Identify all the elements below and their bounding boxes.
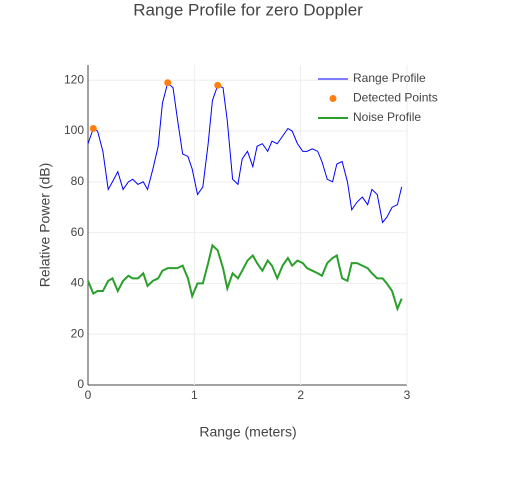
data-point xyxy=(89,124,97,132)
y-tick-label: 80 xyxy=(71,174,85,188)
y-axis-title: Relative Power (dB) xyxy=(37,163,53,288)
data-point xyxy=(164,79,172,87)
data-point xyxy=(214,81,222,89)
x-tick-label: 1 xyxy=(191,388,198,402)
legend-symbol xyxy=(329,95,337,102)
y-tick-label: 20 xyxy=(71,326,85,340)
y-tick-label: 0 xyxy=(77,377,84,391)
x-tick-label: 2 xyxy=(297,388,304,402)
x-tick-label: 3 xyxy=(404,388,411,402)
y-tick-label: 40 xyxy=(71,276,85,290)
chart-title: Range Profile for zero Doppler xyxy=(133,0,363,19)
series-line xyxy=(87,243,403,312)
legend-label: Noise Profile xyxy=(353,110,421,124)
series-line xyxy=(87,81,403,224)
legend-label: Detected Points xyxy=(353,91,438,105)
y-tick-label: 100 xyxy=(64,123,84,137)
x-axis-title: Range (meters) xyxy=(199,424,296,440)
legend-label: Range Profile xyxy=(353,71,426,85)
y-tick-label: 60 xyxy=(71,225,85,239)
y-tick-label: 120 xyxy=(64,72,84,86)
x-tick-label: 0 xyxy=(85,388,92,402)
